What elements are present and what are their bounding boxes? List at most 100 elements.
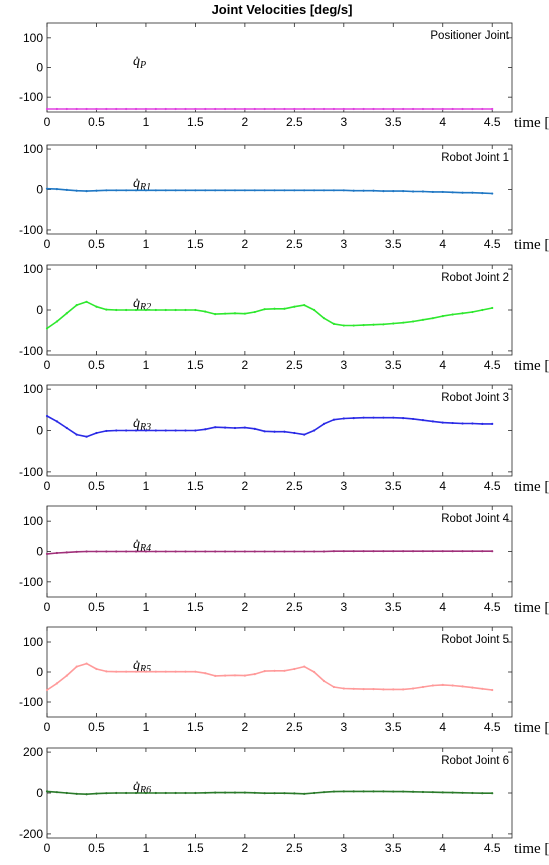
x-tick-label: 4.5 bbox=[484, 600, 501, 614]
x-tick-label: 3 bbox=[340, 479, 347, 493]
x-tick-label: 1.5 bbox=[187, 600, 204, 614]
data-point bbox=[461, 550, 464, 553]
data-point bbox=[441, 550, 444, 553]
data-point bbox=[45, 688, 49, 692]
data-point bbox=[421, 318, 425, 321]
data-point bbox=[174, 670, 177, 673]
data-point bbox=[134, 550, 138, 553]
data-point bbox=[223, 107, 227, 111]
data-point bbox=[65, 674, 68, 677]
data-point bbox=[362, 688, 365, 691]
data-point bbox=[273, 189, 276, 192]
data-point bbox=[75, 792, 78, 795]
data-point bbox=[303, 303, 306, 307]
x-tick-label: 4 bbox=[439, 358, 446, 372]
x-tick-label: 2.5 bbox=[286, 358, 303, 372]
data-point bbox=[421, 190, 425, 193]
data-point bbox=[65, 791, 68, 795]
data-point bbox=[303, 550, 306, 553]
data-point bbox=[184, 107, 187, 111]
data-point bbox=[382, 190, 385, 193]
data-point bbox=[322, 422, 326, 425]
x-axis-label: time [s] bbox=[514, 358, 549, 374]
data-point bbox=[293, 189, 296, 192]
data-point bbox=[214, 312, 217, 316]
data-point bbox=[411, 190, 415, 193]
data-point bbox=[481, 792, 484, 795]
data-point bbox=[273, 107, 276, 111]
data-point bbox=[134, 308, 138, 312]
data-point bbox=[392, 107, 395, 111]
x-tick-label: 0.5 bbox=[88, 720, 105, 734]
data-point bbox=[194, 189, 197, 192]
data-point bbox=[441, 791, 444, 794]
series-symbol: q̇ bbox=[133, 537, 140, 552]
x-tick-label: 4.5 bbox=[484, 479, 501, 493]
data-point bbox=[372, 790, 375, 793]
y-tick-label: 100 bbox=[23, 635, 43, 649]
data-point bbox=[491, 792, 494, 795]
data-point bbox=[283, 550, 286, 553]
x-tick-label: 2 bbox=[242, 600, 249, 614]
series-line bbox=[46, 790, 493, 796]
data-point bbox=[125, 670, 128, 673]
data-point bbox=[223, 791, 227, 794]
x-tick-label: 4 bbox=[439, 115, 446, 129]
data-point bbox=[154, 107, 157, 111]
data-point bbox=[204, 310, 207, 313]
data-point bbox=[293, 792, 296, 795]
y-tick-label: -100 bbox=[19, 344, 43, 358]
data-point bbox=[174, 550, 177, 553]
data-point bbox=[134, 189, 138, 192]
data-point bbox=[283, 430, 286, 433]
data-point bbox=[313, 670, 316, 674]
y-tick-label: 100 bbox=[23, 382, 43, 396]
data-point bbox=[164, 791, 167, 795]
data-point bbox=[243, 426, 246, 429]
data-point bbox=[85, 435, 88, 438]
x-tick-label: 2 bbox=[242, 720, 249, 734]
series-label: q̇R3 bbox=[133, 416, 151, 433]
data-point bbox=[253, 673, 256, 676]
data-point bbox=[293, 550, 296, 553]
data-point bbox=[144, 308, 148, 312]
x-tick-label: 2.5 bbox=[286, 115, 303, 129]
panel-label: Robot Joint 4 bbox=[441, 513, 509, 525]
data-point bbox=[263, 550, 266, 553]
x-tick-label: 2.5 bbox=[286, 237, 303, 251]
data-point bbox=[125, 308, 128, 312]
data-point bbox=[263, 189, 266, 192]
data-point bbox=[174, 107, 177, 111]
data-point bbox=[461, 107, 464, 111]
data-point bbox=[55, 107, 58, 111]
data-point bbox=[223, 426, 227, 429]
data-point bbox=[85, 550, 88, 553]
data-point bbox=[411, 550, 415, 553]
series-label: q̇P bbox=[133, 54, 146, 71]
data-point bbox=[75, 665, 78, 668]
data-point bbox=[402, 790, 405, 793]
data-point bbox=[125, 791, 128, 795]
data-point bbox=[144, 550, 148, 553]
data-point bbox=[491, 107, 494, 111]
y-tick-label: 0 bbox=[36, 786, 43, 800]
x-axis-label: time [s] bbox=[514, 115, 549, 131]
data-point bbox=[451, 191, 454, 194]
data-point bbox=[451, 313, 454, 316]
data-point bbox=[95, 189, 98, 192]
data-point bbox=[164, 670, 167, 673]
data-point bbox=[45, 414, 49, 418]
data-point bbox=[233, 550, 237, 553]
data-point bbox=[342, 790, 345, 793]
data-point bbox=[461, 422, 464, 425]
series-label: q̇R5 bbox=[133, 658, 151, 675]
data-point bbox=[382, 550, 385, 553]
data-point bbox=[461, 191, 464, 194]
data-point bbox=[411, 107, 415, 111]
data-point bbox=[75, 189, 78, 192]
data-point bbox=[372, 550, 375, 553]
data-point bbox=[421, 790, 425, 794]
data-point bbox=[263, 107, 266, 111]
